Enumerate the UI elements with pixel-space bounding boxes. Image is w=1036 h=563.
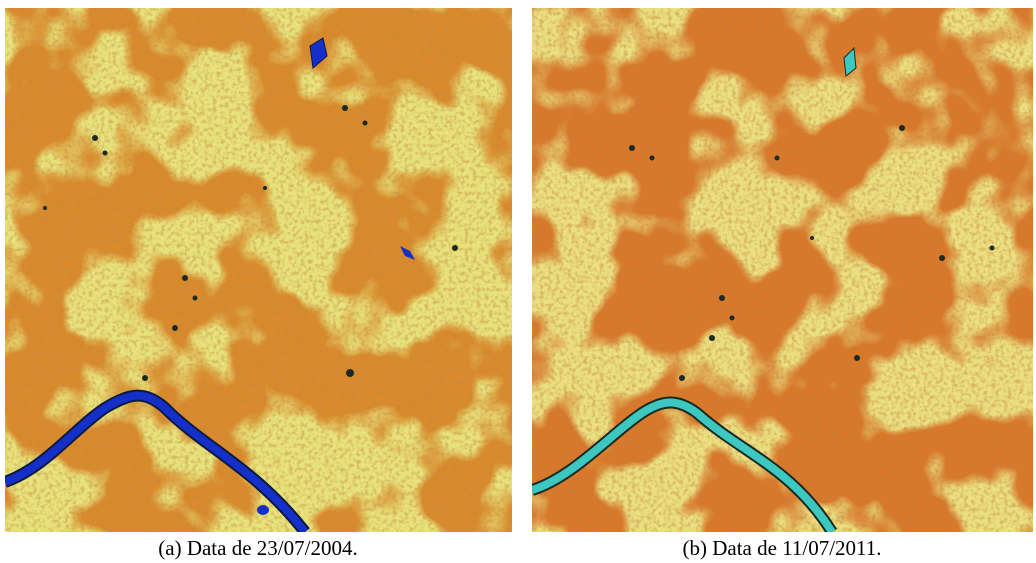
figure-page: (a) Data de 23/07/2004. (b) Data de 11/0… <box>0 0 1036 563</box>
caption: (b) Data de 11/07/2011. <box>532 536 1032 561</box>
image-2004 <box>5 8 512 532</box>
caption: (a) Data de 23/07/2004. <box>8 536 508 561</box>
image-2011 <box>532 8 1033 532</box>
